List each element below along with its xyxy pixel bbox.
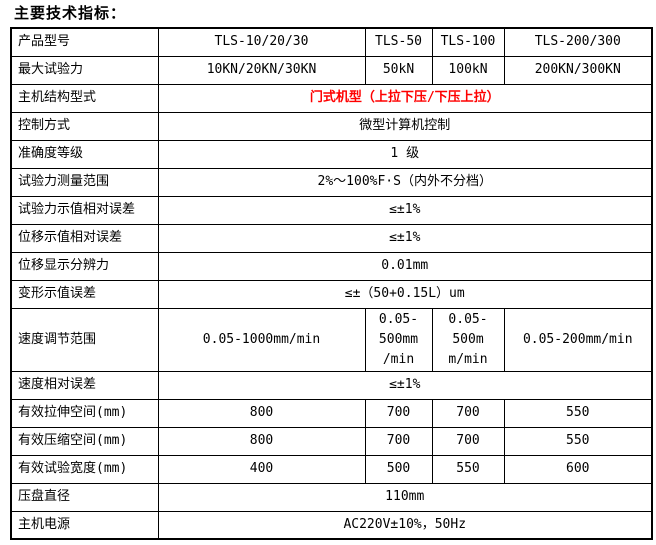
spec-table-body: 产品型号 TLS-10/20/30 TLS-50 TLS-100 TLS-200/300… [10, 27, 653, 540]
value-cell: 600 [503, 454, 653, 484]
value-cell: 700 [431, 398, 505, 428]
row-label: 控制方式 [10, 111, 159, 141]
page-title: 主要技术指标： [14, 4, 127, 22]
table-row: 有效拉伸空间(mm) 800 700 700 550 [10, 398, 653, 428]
value-cell: 50kN [364, 55, 433, 85]
spec-table: 产品型号 TLS-10/20/30 TLS-50 TLS-100 TLS-200/300… [10, 27, 653, 540]
value-cell: 2%～100%F·S（内外不分档） [157, 167, 653, 197]
value-cell: 500 [364, 454, 433, 484]
row-label: 试验力示值相对误差 [10, 195, 159, 225]
table-row: 最大试验力 10KN/20KN/30KN 50kN 100kN 200KN/300KN [10, 55, 653, 85]
table-row: 主机结构型式 门式机型（上拉下压/下压上拉） [10, 83, 653, 113]
row-label: 速度相对误差 [10, 370, 159, 400]
value-cell: 门式机型（上拉下压/下压上拉） [157, 83, 653, 113]
value-cell: 700 [431, 426, 505, 456]
row-label: 变形示值误差 [10, 279, 159, 309]
row-label: 有效压缩空间(mm) [10, 426, 159, 456]
row-label: 试验力测量范围 [10, 167, 159, 197]
table-row: 速度调节范围 0.05-1000mm/min 0.05- 500mm /min 0.0… [10, 307, 653, 372]
value-cell: 110mm [157, 482, 653, 512]
value-cell: 700 [364, 398, 433, 428]
value-cell: 0.05-500m m/min [431, 307, 505, 372]
row-label: 有效试验宽度(mm) [10, 454, 159, 484]
table-row: 变形示值误差 ≤±（50+0.15L）um [10, 279, 653, 309]
value-cell: TLS-10/20/30 [157, 27, 366, 57]
value-cell: 1 级 [157, 139, 653, 169]
value-cell: ≤±1% [157, 195, 653, 225]
value-cell: 微型计算机控制 [157, 111, 653, 141]
table-row: 位移示值相对误差 ≤±1% [10, 223, 653, 253]
table-row: 产品型号 TLS-10/20/30 TLS-50 TLS-100 TLS-200/300 [10, 27, 653, 57]
row-label: 主机电源 [10, 510, 159, 540]
value-cell: TLS-200/300 [503, 27, 653, 57]
value-cell: TLS-100 [431, 27, 505, 57]
value-cell: 800 [157, 426, 366, 456]
table-row: 有效试验宽度(mm) 400 500 550 600 [10, 454, 653, 484]
row-label: 压盘直径 [10, 482, 159, 512]
row-label: 位移示值相对误差 [10, 223, 159, 253]
row-label: 速度调节范围 [10, 307, 159, 372]
table-row: 试验力测量范围 2%～100%F·S（内外不分档） [10, 167, 653, 197]
value-cell: 550 [503, 398, 653, 428]
value-cell: 10KN/20KN/30KN [157, 55, 366, 85]
table-row: 压盘直径 110mm [10, 482, 653, 512]
table-row: 主机电源 AC220V±10%，50Hz [10, 510, 653, 540]
table-row: 有效压缩空间(mm) 800 700 700 550 [10, 426, 653, 456]
value-cell: 700 [364, 426, 433, 456]
row-label: 位移显示分辨力 [10, 251, 159, 281]
value-cell: TLS-50 [364, 27, 433, 57]
value-cell: AC220V±10%，50Hz [157, 510, 653, 540]
value-cell: ≤±（50+0.15L）um [157, 279, 653, 309]
value-cell: 400 [157, 454, 366, 484]
table-row: 准确度等级 1 级 [10, 139, 653, 169]
value-cell: 0.05-200mm/min [503, 307, 653, 372]
row-label: 准确度等级 [10, 139, 159, 169]
table-row: 位移显示分辨力 0.01mm [10, 251, 653, 281]
value-cell: 550 [431, 454, 505, 484]
value-cell: 0.01mm [157, 251, 653, 281]
table-row: 控制方式 微型计算机控制 [10, 111, 653, 141]
value-cell: ≤±1% [157, 370, 653, 400]
value-cell: 800 [157, 398, 366, 428]
value-cell: ≤±1% [157, 223, 653, 253]
value-cell: 0.05- 500mm /min [364, 307, 433, 372]
value-cell: 200KN/300KN [503, 55, 653, 85]
table-row: 试验力示值相对误差 ≤±1% [10, 195, 653, 225]
row-label: 有效拉伸空间(mm) [10, 398, 159, 428]
row-label: 产品型号 [10, 27, 159, 57]
value-cell: 100kN [431, 55, 505, 85]
row-label: 主机结构型式 [10, 83, 159, 113]
row-label: 最大试验力 [10, 55, 159, 85]
value-cell: 550 [503, 426, 653, 456]
value-cell: 0.05-1000mm/min [157, 307, 366, 372]
table-row: 速度相对误差 ≤±1% [10, 370, 653, 400]
